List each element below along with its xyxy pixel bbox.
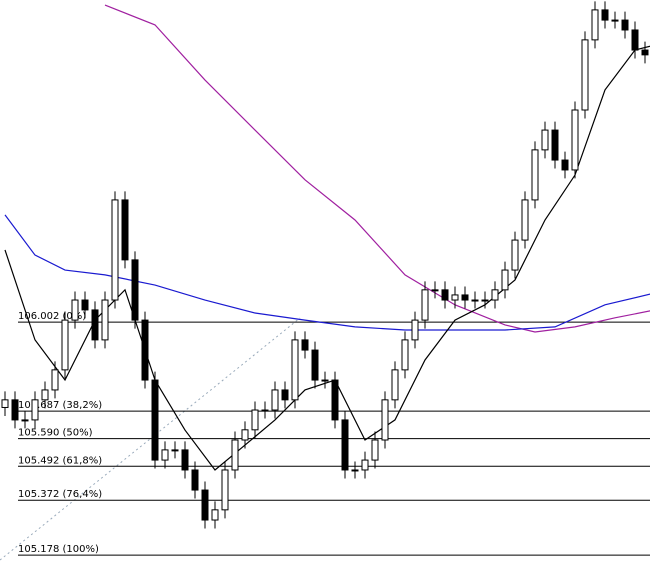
candle-body — [151, 379, 159, 461]
candle-body — [11, 399, 19, 421]
candle-body — [631, 29, 639, 51]
candle-body — [311, 349, 319, 381]
fib-label: 105.590 (50%) — [18, 428, 93, 439]
candle-body — [391, 369, 399, 401]
candle-body — [421, 289, 429, 321]
candle-body — [561, 159, 569, 171]
candle-body — [161, 449, 169, 461]
candle-body — [41, 389, 49, 401]
fib-label: 105.178 (100%) — [18, 544, 99, 555]
candle-body — [71, 299, 79, 321]
candle-body — [521, 199, 529, 241]
candle-body — [131, 259, 139, 321]
candle-body — [591, 9, 599, 41]
candle-body — [501, 269, 509, 291]
candle-body — [551, 129, 559, 161]
candle-body — [301, 339, 309, 351]
candle-body — [51, 369, 59, 391]
candle-body — [31, 399, 39, 421]
candle-body — [181, 449, 189, 471]
candle-body — [111, 199, 119, 301]
candle-body — [61, 319, 69, 371]
candle-body — [541, 129, 549, 151]
moving-average — [4, 214, 650, 331]
candle-body — [201, 489, 209, 521]
candle-body — [281, 389, 289, 401]
candle-body — [191, 469, 199, 491]
candle-body — [361, 459, 369, 471]
moving-average — [104, 4, 650, 333]
fib-label: 105.687 (38,2%) — [18, 400, 102, 411]
candle-body — [1, 399, 9, 408]
candle-body — [91, 309, 99, 341]
candle-body — [81, 299, 89, 311]
candle-body — [251, 409, 259, 431]
candle-body — [601, 9, 609, 21]
candle-body — [481, 299, 489, 302]
candle-body — [511, 239, 519, 271]
fib-label: 106.002 (0%) — [18, 311, 86, 322]
candle-body — [461, 294, 469, 301]
candle-body — [101, 299, 109, 341]
trend-line — [0, 317, 301, 561]
candle-body — [611, 19, 619, 22]
candle-body — [451, 294, 459, 301]
candle-body — [471, 299, 479, 302]
candle-body — [491, 289, 499, 301]
candle-body — [331, 379, 339, 421]
candle-body — [221, 469, 229, 511]
fib-label: 105.492 (61,8%) — [18, 455, 102, 466]
candle-body — [211, 509, 219, 521]
candle-body — [581, 39, 589, 111]
candle-body — [291, 339, 299, 401]
candle-body — [341, 419, 349, 471]
candle-body — [271, 389, 279, 411]
candle-body — [381, 399, 389, 441]
candle-body — [261, 409, 269, 412]
candle-body — [141, 319, 149, 381]
candle-body — [321, 379, 329, 382]
candle-body — [401, 339, 409, 371]
candle-body — [171, 449, 179, 452]
candle-body — [371, 439, 379, 461]
candle-body — [431, 289, 439, 292]
candle-body — [241, 429, 249, 441]
candle-body — [351, 469, 359, 472]
candle-body — [121, 199, 129, 261]
candle-body — [571, 109, 579, 171]
fib-label: 105.372 (76,4%) — [18, 489, 102, 500]
candle-body — [231, 439, 239, 471]
candle-body — [621, 19, 629, 31]
candle-body — [641, 49, 649, 56]
candle-body — [441, 289, 449, 301]
candle-body — [21, 419, 29, 422]
candle-body — [531, 149, 539, 201]
candle-body — [411, 319, 419, 341]
